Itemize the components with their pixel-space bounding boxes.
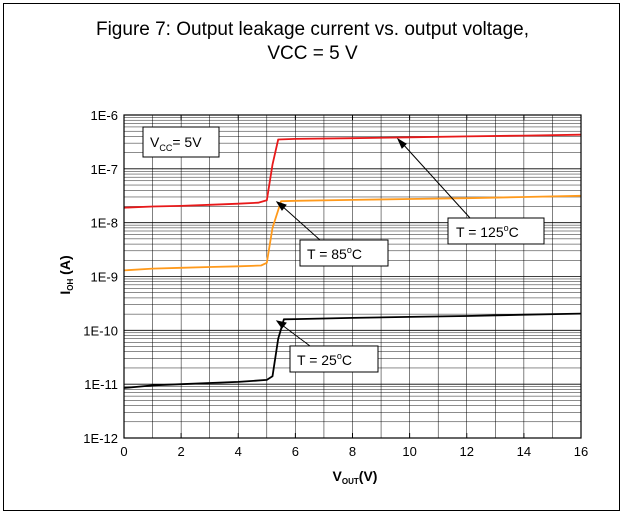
series-label-25: T = 25oC: [289, 345, 379, 373]
x-tick-label: 8: [349, 444, 356, 459]
x-axis-label-main: V: [333, 468, 343, 484]
figure-frame: Figure 7: Output leakage current vs. out…: [3, 3, 620, 511]
series-label-125: T = 125oC: [447, 217, 545, 245]
tick-labels: 0 2 4 6 8 10 12 14 16 1E-12 1E-11 1E-10 1E-9 1E-8 1E-7…: [83, 108, 588, 459]
x-tick-label: 4: [235, 444, 242, 459]
x-axis-label-sub: OUT: [342, 477, 359, 486]
y-axis-label-main: I: [57, 291, 73, 295]
series-label-25-text: T = 25oC: [297, 351, 352, 368]
y-tick-label: 1E-11: [84, 377, 118, 392]
x-tick-label: 10: [402, 444, 416, 459]
condition-label-rest: = 5V: [172, 134, 202, 150]
y-tick-label: 1E-7: [91, 162, 118, 177]
y-axis-label-sub: OH: [66, 278, 75, 290]
series-label-125-text: T = 125oC: [456, 223, 519, 240]
condition-label-sub: CC: [159, 143, 172, 153]
x-tick-label: 12: [460, 444, 474, 459]
series-line-2: [123, 312, 582, 389]
y-axis-label-unit: (A): [57, 255, 73, 278]
x-axis-label: VOUT(V): [333, 468, 378, 486]
annotation-arrows: [275, 137, 471, 347]
chart-title-line-2: VCC = 5 V: [267, 43, 358, 64]
y-tick-label: 1E-9: [91, 270, 118, 285]
series-line-0: [123, 133, 582, 209]
y-tick-label: 1E-8: [91, 216, 118, 231]
chart-title-line-1: Figure 7: Output leakage current vs. out…: [95, 19, 530, 40]
axes: [123, 114, 582, 439]
x-tick-label: 16: [574, 444, 588, 459]
series-label-85: T = 85oC: [299, 239, 389, 267]
grid-lines: [124, 115, 581, 438]
x-axis-label-unit: (V): [359, 468, 378, 484]
chart-title: Figure 7: Output leakage current vs. out…: [4, 18, 621, 66]
x-tick-label: 6: [292, 444, 299, 459]
condition-box: VCC= 5V: [142, 126, 220, 158]
series-lines: [123, 133, 582, 389]
series-label-85-text: T = 85oC: [307, 245, 362, 262]
y-axis-label: IOH (A): [57, 255, 75, 294]
y-tick-label: 1E-10: [83, 323, 118, 338]
series-line-1: [123, 194, 582, 272]
x-tick-label: 14: [517, 444, 531, 459]
y-tick-label: 1E-6: [91, 108, 118, 123]
y-tick-label: 1E-12: [83, 431, 118, 446]
x-tick-label: 2: [178, 444, 185, 459]
condition-label-main: V: [150, 134, 160, 150]
condition-label: VCC= 5V: [150, 134, 202, 153]
x-tick-label: 0: [120, 444, 127, 459]
